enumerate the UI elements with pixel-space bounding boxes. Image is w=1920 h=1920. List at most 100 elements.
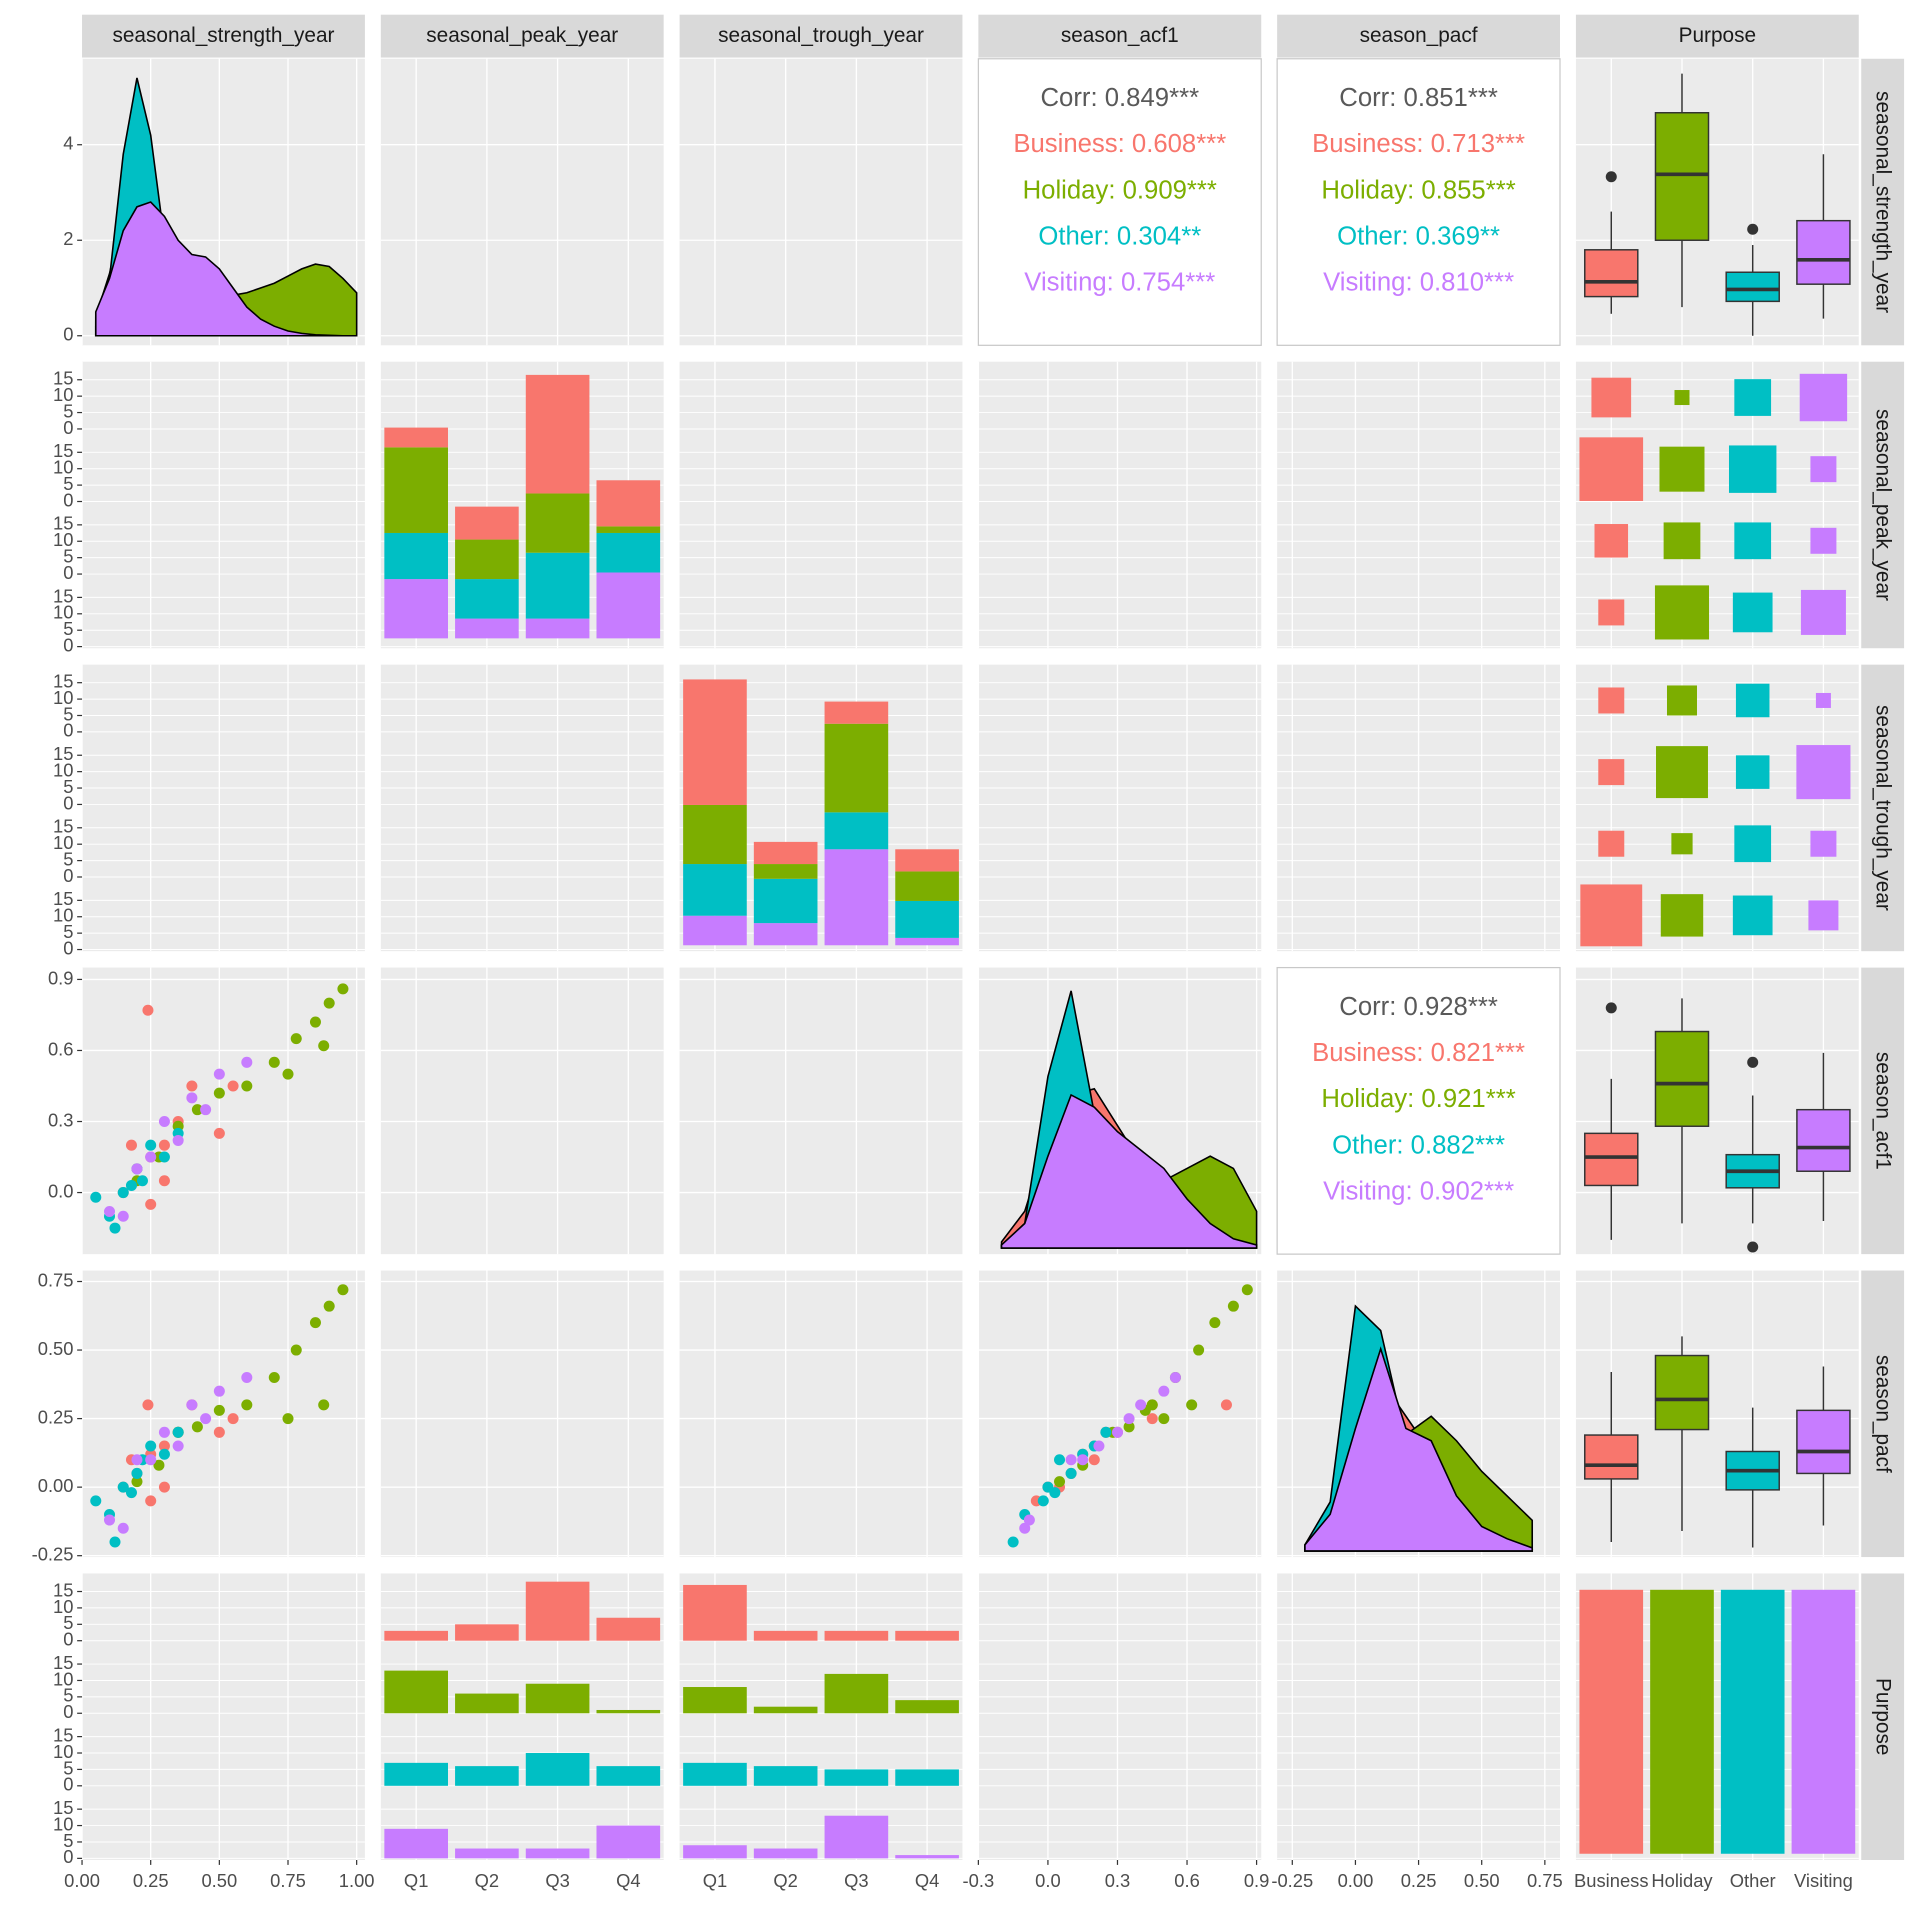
correlation-text: Corr: 0.928***: [1339, 993, 1498, 1021]
y-tick-label: 0: [63, 324, 73, 345]
y-tick-label: 0.00: [38, 1475, 74, 1496]
box: [1584, 1434, 1639, 1480]
correlation-panel: [1276, 966, 1561, 1255]
scatter-point: [1220, 1399, 1232, 1411]
scatter-point: [1023, 1514, 1035, 1526]
scatter-point: [158, 1139, 170, 1151]
row-strip-label: seasonal_trough_year: [1872, 705, 1895, 911]
column-strip: [380, 14, 664, 58]
y-tick-label: 10: [53, 384, 73, 405]
scatter-point: [186, 1399, 198, 1411]
scatter-point: [282, 1068, 294, 1080]
density-area: [1000, 1093, 1258, 1249]
x-tick-label: Q4: [915, 1870, 940, 1891]
scatter-point: [1146, 1413, 1158, 1425]
panel: [82, 967, 365, 1255]
y-tick-label: 15: [53, 816, 73, 837]
purpose-bar: [1650, 1589, 1714, 1854]
scatter-point: [136, 1175, 148, 1187]
stacked-bar: [596, 480, 661, 527]
scatter-point: [1054, 1454, 1066, 1466]
scatter-point: [158, 1116, 170, 1128]
x-tick-label: Q2: [475, 1870, 500, 1891]
count-tile: [1671, 833, 1693, 855]
y-tick-label: 2: [63, 228, 73, 249]
stacked-bar: [895, 871, 959, 901]
y-tick-label: 0.3: [48, 1109, 74, 1130]
y-tick-label: 10: [53, 602, 73, 623]
stacked-bar: [824, 723, 889, 813]
y-tick-label: 15: [53, 1724, 73, 1745]
column-strip: [978, 14, 1262, 58]
stacked-bar: [525, 374, 590, 494]
scatter-point: [145, 1440, 157, 1452]
scatter-point: [318, 1399, 330, 1411]
stacked-bar: [683, 679, 747, 805]
scatter-point: [153, 1459, 165, 1471]
y-tick-label: 10: [53, 1813, 73, 1834]
column-strip: [679, 14, 963, 58]
correlation-text: Business: 0.713***: [1312, 130, 1525, 158]
facet-bar: [384, 1762, 448, 1786]
count-tile: [1654, 585, 1710, 640]
y-tick-label: 0: [63, 720, 73, 741]
scatter-point: [1169, 1371, 1181, 1383]
y-tick-label: 5: [63, 1612, 73, 1633]
stacked-bar: [753, 923, 818, 946]
stacked-bar: [683, 915, 747, 946]
box-outlier: [1747, 1241, 1759, 1253]
scatter-point: [90, 1191, 102, 1203]
count-tile: [1810, 830, 1837, 857]
stacked-bar: [384, 532, 448, 580]
scatter-point: [282, 1413, 294, 1425]
x-tick-label: 1.00: [339, 1870, 375, 1891]
x-tick-label: 0.25: [133, 1870, 169, 1891]
facet-bar: [596, 1825, 661, 1859]
facet-bar: [384, 1670, 448, 1714]
stacked-bar: [525, 618, 590, 639]
count-tile: [1732, 592, 1773, 633]
facet-bar: [753, 1706, 818, 1714]
density-area: [94, 201, 357, 337]
stacked-bar: [596, 532, 661, 573]
stacked-bar: [384, 447, 448, 533]
box-outlier: [1605, 171, 1617, 183]
scatter-point: [200, 1413, 212, 1425]
count-tile: [1591, 377, 1632, 418]
y-tick-label: 15: [53, 440, 73, 461]
scatter-point: [213, 1087, 225, 1099]
scatter-point: [268, 1056, 280, 1068]
scatter-point: [117, 1481, 129, 1493]
count-tile: [1659, 446, 1705, 492]
correlation-text: Business: 0.821***: [1312, 1039, 1525, 1067]
correlation-text: Business: 0.608***: [1013, 130, 1226, 158]
stacked-bar: [753, 878, 818, 924]
panel: [380, 664, 664, 952]
y-tick-label: 5: [63, 703, 73, 724]
x-tick-label: -0.3: [963, 1870, 995, 1891]
y-tick-label: 0.9: [48, 967, 74, 988]
y-tick-label: 5: [63, 921, 73, 942]
x-tick-label: Other: [1730, 1870, 1776, 1891]
x-tick-label: Holiday: [1651, 1870, 1713, 1891]
correlation-text: Corr: 0.849***: [1040, 84, 1199, 112]
facet-bar: [525, 1581, 590, 1641]
scatter-point: [145, 1198, 157, 1210]
y-tick-label: 0.0: [48, 1180, 74, 1201]
y-tick-label: 0: [63, 1701, 73, 1722]
y-tick-label: 0: [63, 1846, 73, 1867]
scatter-point: [1100, 1426, 1112, 1438]
stacked-bar: [683, 864, 747, 916]
column-strip-label: seasonal_strength_year: [112, 24, 334, 47]
scatter-point: [172, 1426, 184, 1438]
y-tick-label: 5: [63, 618, 73, 639]
scatter-point: [323, 1300, 335, 1312]
row-strip: [1861, 58, 1905, 346]
x-tick-label: Q3: [844, 1870, 869, 1891]
scatter-point: [145, 1139, 157, 1151]
stacked-bar: [683, 804, 747, 865]
count-tile: [1734, 825, 1772, 863]
facet-bar: [525, 1848, 590, 1859]
column-strip: [1277, 14, 1560, 58]
